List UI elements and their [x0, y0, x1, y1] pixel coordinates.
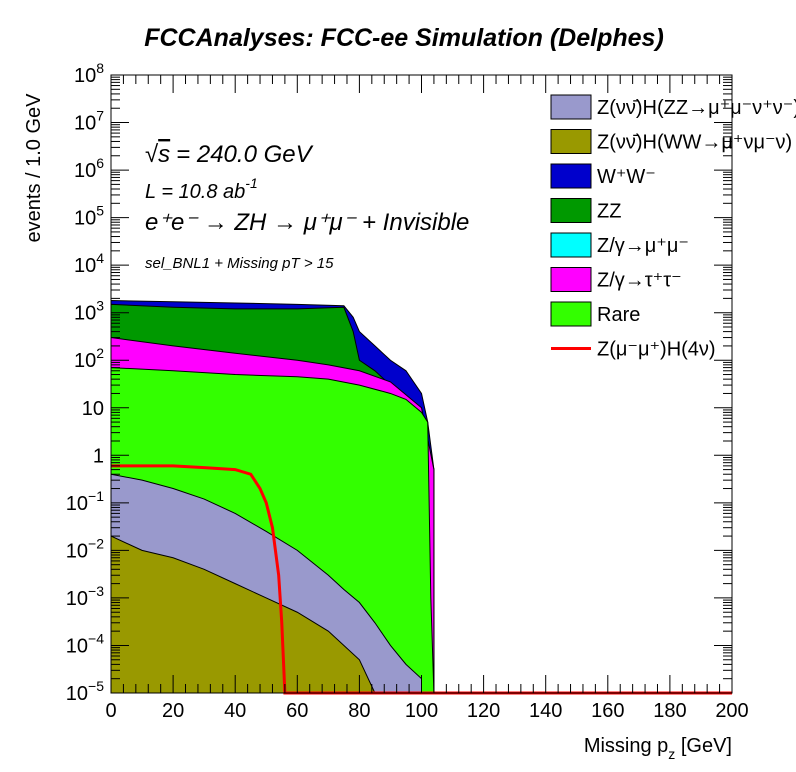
y-tick-label: 10−5 [66, 678, 104, 705]
x-axis-label: Missing pz [GeV] [584, 735, 732, 762]
x-tick-label: 160 [591, 700, 624, 722]
legend-swatch [550, 301, 592, 327]
legend-swatch [550, 94, 592, 120]
y-tick-label: 10−2 [66, 535, 104, 562]
legend-swatch [550, 198, 592, 223]
legend-entry-label: ZZ [597, 201, 621, 223]
x-tick-label: 100 [405, 700, 438, 722]
legend-entry-label: W⁺W⁻ [597, 166, 656, 188]
y-tick-label: 105 [74, 203, 104, 230]
y-tick-label: 103 [74, 298, 104, 325]
x-tick-label: 20 [162, 700, 184, 722]
legend-entry-label: Z(νν̄)H(WW→μ⁺νμ⁻ν) [597, 132, 792, 154]
y-tick-label: 10 [82, 398, 104, 420]
chart-title: FCCAnalyses: FCC-ee Simulation (Delphes) [144, 24, 664, 52]
selection-annotation: sel_BNL1 + Missing pT > 15 [145, 255, 334, 272]
y-tick-label: 106 [74, 155, 104, 182]
x-tick-label: 200 [715, 700, 748, 722]
legend-entry-label: Rare [597, 304, 640, 326]
legend-swatch [550, 232, 592, 258]
legend-swatch [550, 267, 592, 292]
process-annotation: e⁺e⁻ → ZH → μ⁺μ⁻ + Invisible [145, 209, 469, 236]
x-tick-label: 180 [653, 700, 686, 722]
legend-swatch [550, 163, 592, 189]
legend-entry-label: Z/γ→τ⁺τ⁻ [597, 270, 682, 292]
y-tick-label: 102 [74, 345, 104, 372]
legend-entry-label: Z(μ⁻μ⁺)H(4ν) [597, 339, 716, 361]
x-tick-label: 60 [286, 700, 308, 722]
svg-text:events / 1.0 GeV: events / 1.0 GeV [23, 93, 45, 243]
y-tick-label: 10−1 [66, 488, 104, 515]
x-tick-label: 120 [467, 700, 500, 722]
x-tick-label: 140 [529, 700, 562, 722]
series-fill-Z(νν̄)H(WW→μ⁺νμ⁻ν) [110, 535, 376, 694]
lumi-annotation: L = 10.8 ab-1 [145, 175, 258, 203]
sqrt-s-annotation: √s = 240.0 GeV [145, 141, 314, 168]
x-tick-label: 40 [224, 700, 246, 722]
x-tick-label: 80 [348, 700, 370, 722]
y-tick-label: 10−4 [66, 630, 104, 657]
y-tick-label: 104 [74, 250, 104, 277]
legend-entry-label: Z(νν̄)H(ZZ→μ⁺μ⁻ν⁺ν⁻) [597, 97, 796, 119]
legend-swatch [550, 129, 592, 154]
legend-entry-label: Z/γ→μ⁺μ⁻ [597, 235, 689, 257]
x-tick-label: 0 [105, 700, 116, 722]
series-line-Z(μ⁻μ⁺)H(4ν) [111, 464, 732, 695]
y-axis-label: events / 1.0 GeV [23, 93, 45, 243]
y-tick-label: 107 [74, 108, 104, 135]
y-tick-label: 10−3 [66, 583, 104, 610]
y-tick-label: 1 [93, 445, 104, 467]
svg-text:Missing pz [GeV]: Missing pz [GeV] [584, 735, 732, 762]
legend: Z(νν̄)H(ZZ→μ⁺μ⁻ν⁺ν⁻) Z(νν̄)H(WW→μ⁺νμ⁻ν) W⁺… [550, 94, 796, 361]
y-tick-label: 108 [74, 60, 104, 87]
